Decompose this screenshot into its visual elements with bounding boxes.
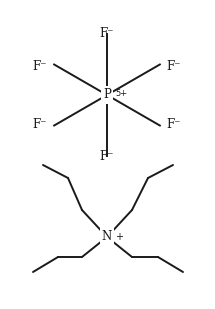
- Text: F⁻: F⁻: [167, 117, 181, 130]
- Text: F⁻: F⁻: [33, 117, 47, 130]
- Text: F⁻: F⁻: [100, 27, 114, 40]
- Text: F⁻: F⁻: [167, 60, 181, 73]
- Text: +: +: [115, 232, 123, 242]
- Text: F⁻: F⁻: [100, 150, 114, 163]
- Text: N: N: [102, 231, 112, 243]
- Text: F⁻: F⁻: [33, 60, 47, 73]
- Text: P: P: [103, 88, 111, 101]
- Text: 5+: 5+: [115, 89, 127, 98]
